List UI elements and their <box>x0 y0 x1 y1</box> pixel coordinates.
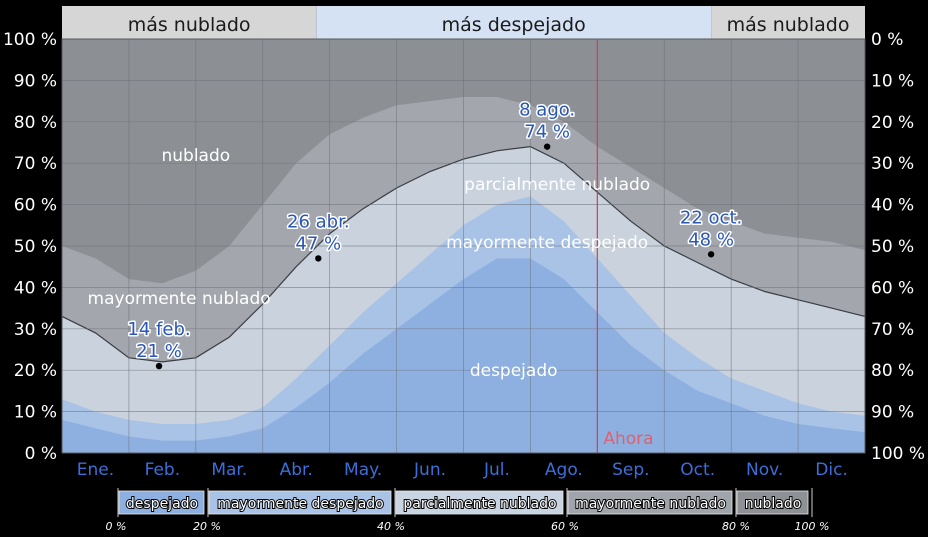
legend: despejado mayormente despejado parcialment… <box>106 488 830 533</box>
annotation-date: 26 abr. <box>287 211 350 232</box>
month-label: Oct. <box>680 460 715 480</box>
plot-frame <box>61 38 866 454</box>
annotation-dot <box>707 251 715 258</box>
now-marker: Ahora <box>596 39 654 453</box>
y-tick-right: 40 % <box>871 196 914 216</box>
annotation-dot <box>315 255 322 262</box>
y-tick-left: 20 % <box>14 361 57 381</box>
legend-tick: 100 % <box>795 520 830 533</box>
month-label: Mar. <box>211 460 247 480</box>
legend-tick: 40 % <box>377 520 405 533</box>
y-tick-left: 90 % <box>14 71 57 91</box>
annotation-value: 47 % <box>295 233 341 254</box>
month-label: Ene. <box>77 460 114 480</box>
annotation-dot <box>155 362 163 370</box>
band-label: nublado <box>161 146 230 166</box>
season-label: más nublado <box>128 14 251 36</box>
legend-label: mayormente despejado <box>217 496 383 512</box>
y-tick-left: 50 % <box>14 237 57 257</box>
month-label: Sep. <box>612 460 649 480</box>
season-label: más nublado <box>727 14 850 36</box>
band-label: parcialmente nublado <box>464 175 650 195</box>
y-axis-ticks: 0 % 10 % 20 % 30 % 40 % 50 % 60 % 70 % 80 % 90 % 1… <box>3 30 925 464</box>
annotation-value: 21 % <box>136 341 182 362</box>
month-label: Feb. <box>145 460 181 480</box>
annotation-value: 74 % <box>524 122 570 143</box>
legend-tick: 20 % <box>193 520 221 533</box>
legend-swatch <box>208 490 392 515</box>
season-segment <box>711 6 865 39</box>
y-tick-right: 50 % <box>871 237 914 257</box>
y-tick-right: 60 % <box>871 278 914 298</box>
month-label: Dic. <box>815 460 848 480</box>
month-label: Ago. <box>545 460 583 480</box>
band-label: mayormente despejado <box>446 233 648 253</box>
y-tick-right: 70 % <box>871 320 914 340</box>
now-label: Ahora <box>603 429 653 449</box>
annotation-date: 22 oct. <box>680 207 742 228</box>
month-label: May. <box>344 460 382 480</box>
legend-tick: 60 % <box>551 520 579 533</box>
legend-swatch <box>118 490 205 515</box>
legend-swatch <box>567 490 733 515</box>
y-tick-left: 10 % <box>14 403 57 423</box>
y-tick-left: 30 % <box>14 320 57 340</box>
y-tick-right: 20 % <box>871 113 914 133</box>
y-tick-right: 80 % <box>871 361 914 381</box>
y-tick-left: 60 % <box>14 196 57 216</box>
legend-tick: 0 % <box>106 520 127 533</box>
y-tick-right: 10 % <box>871 71 914 91</box>
annotation-date: 14 feb. <box>127 319 190 340</box>
y-tick-left: 40 % <box>14 278 57 298</box>
month-label: Abr. <box>280 460 313 480</box>
annotations: 14 feb.21 % 26 abr.47 % 8 ago.74 % 22 oct.4… <box>126 98 744 370</box>
band-label: mayormente nublado <box>88 289 271 309</box>
season-segment <box>62 6 317 39</box>
band-labels: nublado mayormente nublado parcialmente nu… <box>88 146 651 381</box>
legend-swatch <box>736 490 809 515</box>
season-label: más despejado <box>442 14 586 36</box>
legend-label: despejado <box>126 496 198 512</box>
y-tick-right: 100 % <box>871 444 925 464</box>
band-label: despejado <box>470 361 558 381</box>
y-tick-right: 30 % <box>871 154 914 174</box>
legend-label: parcialmente nublado <box>403 496 556 512</box>
annotation-value: 48 % <box>688 229 734 250</box>
legend-label: mayormente nublado <box>575 496 726 512</box>
legend-label: nublado <box>745 496 802 512</box>
x-axis-months: Ene. Feb. Mar. Abr. May. Jun. Jul. Ago. Sep. Oct.… <box>77 460 848 480</box>
y-tick-left: 70 % <box>14 154 57 174</box>
legend-swatch <box>395 490 564 515</box>
grid <box>61 38 866 454</box>
legend-tick: 80 % <box>722 520 750 533</box>
season-bar: más nublado más despejado más nublado <box>62 6 865 39</box>
month-label: Nov. <box>746 460 783 480</box>
y-tick-left: 0 % <box>25 444 57 464</box>
y-tick-left: 100 % <box>3 30 57 50</box>
y-tick-right: 90 % <box>871 403 914 423</box>
month-label: Jul. <box>483 460 510 480</box>
y-tick-left: 80 % <box>14 113 57 133</box>
y-tick-right: 0 % <box>871 30 903 50</box>
month-label: Jun. <box>413 460 446 480</box>
season-segment <box>316 6 712 39</box>
annotation-date: 8 ago. <box>519 100 575 121</box>
annotation-dot <box>543 143 551 150</box>
